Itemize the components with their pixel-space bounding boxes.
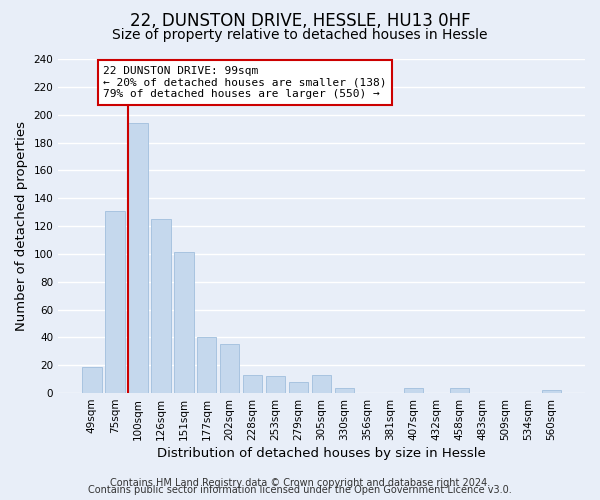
Bar xyxy=(289,382,308,393)
Text: Size of property relative to detached houses in Hessle: Size of property relative to detached ho… xyxy=(112,28,488,42)
Bar xyxy=(151,219,170,393)
Text: Contains public sector information licensed under the Open Government Licence v3: Contains public sector information licen… xyxy=(88,485,512,495)
Bar xyxy=(128,123,148,393)
Bar xyxy=(312,375,331,393)
Text: 22, DUNSTON DRIVE, HESSLE, HU13 0HF: 22, DUNSTON DRIVE, HESSLE, HU13 0HF xyxy=(130,12,470,30)
Text: Contains HM Land Registry data © Crown copyright and database right 2024.: Contains HM Land Registry data © Crown c… xyxy=(110,478,490,488)
Bar xyxy=(266,376,286,393)
Bar xyxy=(174,252,194,393)
Bar xyxy=(542,390,561,393)
Bar xyxy=(335,388,355,393)
X-axis label: Distribution of detached houses by size in Hessle: Distribution of detached houses by size … xyxy=(157,447,486,460)
Bar xyxy=(197,338,217,393)
Bar xyxy=(449,388,469,393)
Text: 22 DUNSTON DRIVE: 99sqm
← 20% of detached houses are smaller (138)
79% of detach: 22 DUNSTON DRIVE: 99sqm ← 20% of detache… xyxy=(103,66,387,99)
Bar xyxy=(243,375,262,393)
Bar xyxy=(404,388,423,393)
Bar xyxy=(82,366,101,393)
Y-axis label: Number of detached properties: Number of detached properties xyxy=(15,121,28,331)
Bar xyxy=(220,344,239,393)
Bar xyxy=(105,210,125,393)
